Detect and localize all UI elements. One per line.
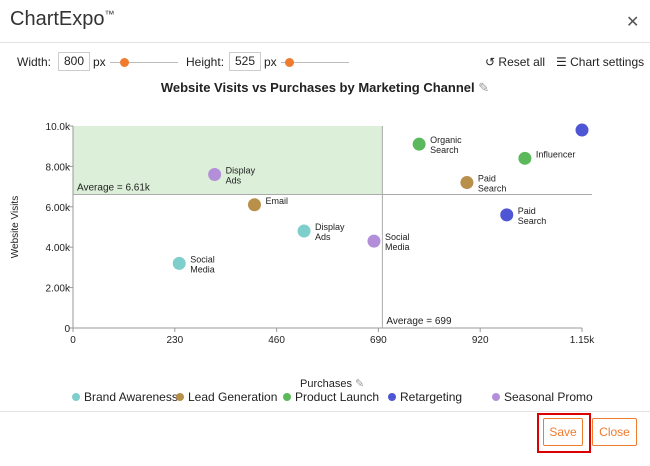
trademark: ™ [104,9,115,21]
data-point [297,224,311,238]
data-label: Social Media [190,254,215,274]
reset-all-button[interactable]: ↺ Reset all [485,55,545,69]
data-point [575,123,589,137]
divider [0,42,650,43]
data-label: Display Ads [315,222,345,242]
data-point [500,208,514,222]
height-slider-handle[interactable] [285,58,294,67]
chart-settings-label: Chart settings [570,55,645,69]
edit-xlabel-icon[interactable]: ✎ [355,378,365,390]
close-button[interactable]: Close [592,418,637,446]
edit-title-icon[interactable]: ✎ [478,80,490,95]
data-point [367,234,381,248]
x-tick-label: 0 [70,335,76,346]
width-label: Width: [17,55,52,69]
x-axis-title: Purchases ✎ [300,377,364,390]
chart-title: Website Visits vs Purchases by Marketing… [0,80,650,96]
y-tick-label: 4.00k [46,243,71,254]
reset-label: Reset all [498,55,546,69]
y-tick-label: 8.00k [46,162,71,173]
data-label: Social Media [385,232,410,252]
data-label: Paid Search [518,206,547,226]
brand-name: ChartExpo [10,8,105,30]
data-label: Email [265,196,288,206]
save-highlight [537,413,591,453]
y-tick-label: 10.0k [46,122,71,133]
y-tick-label: 6.00k [46,203,71,214]
data-label: Paid Search [478,174,507,194]
x-tick-label: 920 [472,335,489,346]
settings-sliders-icon: ☰ [556,55,567,69]
data-label: Influencer [536,149,576,159]
quadrant-highlight [73,126,383,195]
data-point [247,198,261,212]
data-point [412,137,426,151]
scatter-chart: Average = 6.61k Average = 699 0 230 460 690 92… [10,122,595,346]
x-tick-label: 230 [166,335,183,346]
legend-marker-icon [283,393,291,401]
height-unit: px [264,55,277,69]
legend-item[interactable]: Seasonal Promo [492,390,593,404]
chart-settings-button[interactable]: ☰ Chart settings [556,55,644,69]
y-tick-label: 0 [64,324,70,335]
legend-marker-icon [388,393,396,401]
data-point [172,256,186,270]
height-input[interactable]: 525 [229,52,261,71]
legend-label: Seasonal Promo [504,390,593,404]
save-button[interactable]: Save [543,418,583,446]
legend-marker-icon [72,393,80,401]
data-label: Display Ads [226,165,256,185]
y-axis-label: Website Visits [10,196,21,258]
average-y-label: Average = 6.61k [77,182,151,193]
data-point [518,151,532,165]
legend-label: Product Launch [295,390,380,404]
average-x-label: Average = 699 [386,316,452,327]
width-input[interactable]: 800 [58,52,90,71]
legend-item[interactable]: Product Launch [283,390,379,404]
width-slider[interactable] [110,62,178,63]
y-tick-label: 2.00k [46,284,71,295]
data-point [460,176,474,190]
chart-title-text: Website Visits vs Purchases by Marketing… [160,80,475,95]
legend-item[interactable]: Lead Generation [176,390,277,404]
legend-marker-icon [176,393,184,401]
data-label: Organic Search [430,135,462,155]
app-logo: ChartExpo™ [10,8,115,31]
x-tick-label: 1.15k [570,335,595,346]
x-tick-label: 460 [268,335,285,346]
height-label: Height: [186,55,225,69]
legend-label: Brand Awareness [84,390,178,404]
width-slider-handle[interactable] [120,58,129,67]
data-point [208,167,222,181]
height-slider[interactable] [281,62,349,63]
legend-label: Retargeting [400,390,463,404]
x-tick-label: 690 [370,335,387,346]
legend-label: Lead Generation [188,390,278,404]
width-unit: px [93,55,106,69]
divider [0,411,650,412]
x-axis-label: Purchases [300,378,352,390]
close-icon[interactable]: ✕ [626,14,640,31]
legend-item[interactable]: Retargeting [388,390,462,404]
legend-marker-icon [492,393,500,401]
legend-item[interactable]: Brand Awareness [72,390,178,404]
reset-icon: ↺ [485,55,496,69]
